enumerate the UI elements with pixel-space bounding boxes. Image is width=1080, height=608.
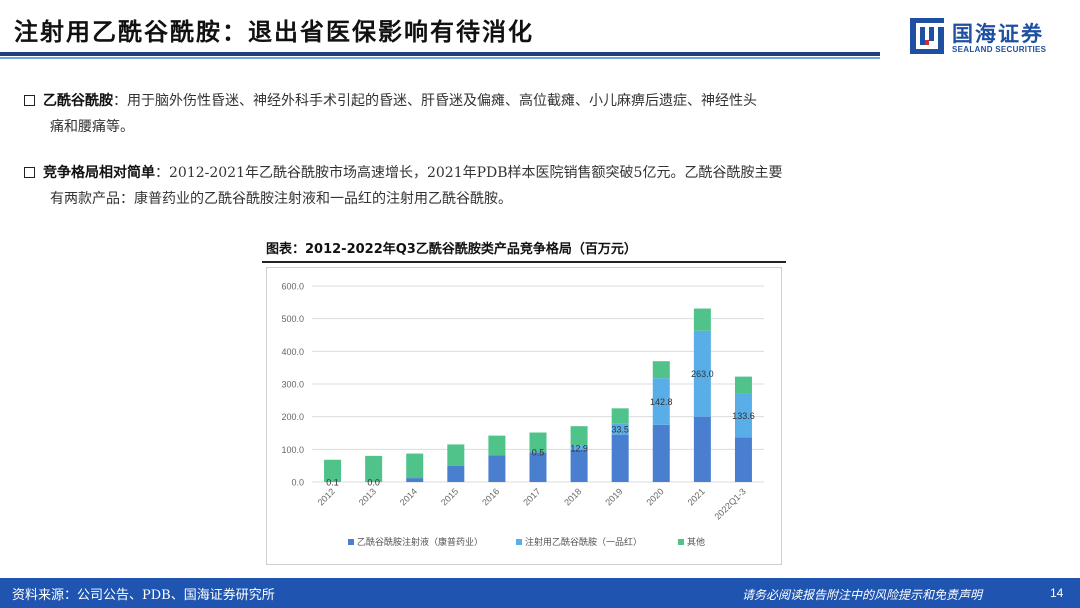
bar-segment (611, 434, 629, 482)
bullet-square-icon (24, 167, 35, 178)
bullet-text-line2: 有两款产品：康普药业的乙酰谷酰胺注射液和一品红的注射用乙酰谷酰胺。 (50, 191, 512, 207)
bar-segment (488, 455, 506, 482)
chart-title: 图表：2012-2022年Q3乙酰谷酰胺类产品竞争格局（百万元） (266, 242, 637, 257)
bar-segment (693, 416, 711, 482)
bar-segment (693, 308, 711, 331)
bullet-label: 竞争格局相对简单 (43, 165, 155, 181)
chart-frame (266, 267, 782, 565)
bullet-separator: ： (113, 93, 127, 109)
data-label: 12.9 (570, 443, 588, 453)
bullet-text-line2: 痛和腰痛等。 (50, 119, 134, 135)
data-label: 263.0 (691, 369, 714, 379)
logo-mark-icon (910, 18, 944, 54)
bar-segment (652, 378, 670, 425)
bullet-acetylglutamine: 乙酰谷酰胺：用于脑外伤性昏迷、神经外科手术引起的昏迷、肝昏迷及偏瘫、高位截瘫、小… (24, 88, 1064, 140)
x-tick-label: 2013 (357, 486, 378, 507)
x-tick-label: 2014 (398, 486, 419, 507)
footer-source: 资料来源：公司公告、PDB、国海证券研究所 (12, 588, 275, 603)
bar-segment (693, 330, 711, 417)
data-label: 142.8 (650, 397, 673, 407)
x-tick-label: 2018 (562, 486, 583, 507)
bar-segment (488, 435, 506, 456)
y-tick-label: 600.0 (281, 282, 304, 292)
bullet-competition: 竞争格局相对简单：2012-2021年乙酰谷酰胺市场高速增长，2021年PDB样… (24, 160, 1064, 212)
bullet-separator: ： (155, 165, 169, 181)
page-title: 注射用乙酰谷酰胺：退出省医保影响有待消化 (14, 17, 534, 46)
x-tick-label: 2022Q1-3 (712, 486, 747, 521)
x-tick-label: 2012 (316, 486, 337, 507)
bar-segment (570, 445, 588, 450)
footer-bar (0, 578, 1080, 608)
bar-segment (529, 432, 547, 453)
bullet-text-line1: 2012-2021年乙酰谷酰胺市场高速增长，2021年PDB样本医院销售额突破5… (169, 165, 783, 181)
footer-disclaimer: 请务必阅读报告附注中的风险提示和免责声明 (742, 588, 983, 602)
bullet-label: 乙酰谷酰胺 (43, 93, 113, 109)
bar-segment (447, 444, 465, 466)
data-label: 0.1 (326, 477, 339, 487)
bar-segment (611, 408, 629, 424)
bar-segment (570, 426, 588, 446)
bar-segment (447, 465, 465, 482)
data-label: 133.6 (732, 411, 755, 421)
x-tick-label: 2019 (603, 486, 624, 507)
bar-segment (734, 393, 752, 438)
legend-swatch (678, 539, 684, 545)
y-tick-label: 300.0 (281, 380, 304, 390)
legend-label: 乙酰谷酰胺注射液（康普药业） (357, 536, 483, 548)
bar-segment (324, 459, 342, 482)
y-tick-label: 100.0 (281, 445, 304, 455)
bar-segment (734, 376, 752, 394)
x-tick-label: 2015 (439, 486, 460, 507)
bar-segment (652, 361, 670, 379)
legend-label: 其他 (687, 536, 705, 548)
bar-segment (365, 455, 383, 482)
data-label: 0.0 (367, 478, 380, 488)
company-logo: 国海证券 SEALAND SECURITIES (908, 16, 1068, 60)
title-underline (0, 52, 880, 56)
bar-segment (529, 452, 547, 482)
bar-segment (652, 424, 670, 482)
x-tick-label: 2021 (686, 486, 707, 507)
bar-segment (734, 437, 752, 482)
legend-swatch (348, 539, 354, 545)
page-number: 14 (1050, 586, 1064, 600)
legend-swatch (516, 539, 522, 545)
logo-en-text: SEALAND SECURITIES (952, 45, 1047, 54)
header-bar: 注射用乙酰谷酰胺：退出省医保影响有待消化 (0, 0, 1080, 62)
stacked-bar-chart: 0.0 100.0 200.0 300.0 400.0 500.0 600.0 2012 201… (281, 282, 764, 548)
y-tick-label: 200.0 (281, 412, 304, 422)
bullet-text-line1: 用于脑外伤性昏迷、神经外科手术引起的昏迷、肝昏迷及偏瘫、高位截瘫、小儿麻痹后遗症… (127, 93, 757, 109)
logo-cn-text: 国海证券 (952, 23, 1044, 46)
data-label: 33.5 (611, 425, 629, 435)
data-label: 0.5 (532, 448, 545, 458)
x-tick-label: 2017 (521, 486, 542, 507)
legend-label: 注射用乙酰谷酰胺（一品红） (525, 536, 642, 548)
bar-segment (570, 449, 588, 482)
bar-segment (406, 478, 424, 482)
y-tick-label: 0.0 (291, 478, 304, 488)
bullet-square-icon (24, 95, 35, 106)
title-underline-accent (0, 57, 880, 59)
bar-segment (611, 423, 629, 435)
y-tick-label: 400.0 (281, 347, 304, 357)
x-tick-label: 2016 (480, 486, 501, 507)
y-tick-label: 500.0 (281, 314, 304, 324)
bar-segment (406, 453, 424, 479)
x-tick-label: 2020 (644, 486, 665, 507)
chart-title-rule (262, 261, 786, 263)
